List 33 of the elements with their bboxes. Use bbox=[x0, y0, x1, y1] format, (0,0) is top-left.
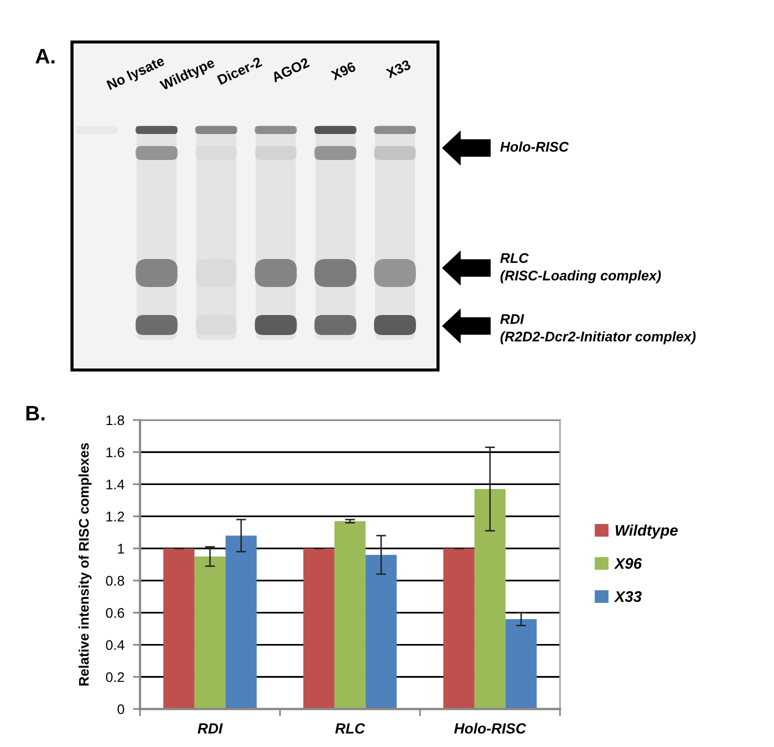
x-tick-label: Holo-RISC bbox=[454, 722, 526, 734]
bar bbox=[366, 554, 397, 709]
bar bbox=[443, 548, 474, 709]
y-tick-label: 0 bbox=[118, 704, 124, 714]
category-label: X96 bbox=[330, 61, 356, 81]
text: RDI (R2D2-Dcr2-Initiator complex) bbox=[500, 314, 696, 344]
bar bbox=[163, 548, 194, 709]
y-tick-label: 0.4 bbox=[106, 640, 124, 650]
bar bbox=[303, 548, 334, 709]
y-tick-label: 0.2 bbox=[106, 672, 124, 682]
y-axis-title: Relative intensity of RISC complexes bbox=[78, 443, 92, 686]
text: A. bbox=[36, 49, 54, 64]
y-tick-label: 1 bbox=[118, 544, 124, 554]
y-tick-label: 1.4 bbox=[106, 480, 124, 490]
y-tick-label: 1.8 bbox=[106, 415, 124, 426]
category-label: X33 bbox=[385, 59, 412, 79]
chart-title: B. bbox=[26, 406, 44, 420]
x-tick-label: RLC bbox=[335, 723, 366, 734]
legend-label: X33 bbox=[614, 591, 642, 602]
bar bbox=[334, 521, 366, 709]
y-tick-label: 0.6 bbox=[106, 608, 124, 618]
y-tick-label: 1.6 bbox=[106, 447, 124, 458]
bar bbox=[194, 556, 226, 709]
legend-label: X96 bbox=[614, 558, 642, 569]
y-tick-label: 1.2 bbox=[106, 512, 124, 522]
text: RLC (RISC-Loading complex) bbox=[500, 253, 661, 284]
x-tick-label: RDI bbox=[198, 723, 223, 734]
text: Holo-RISC bbox=[500, 142, 569, 152]
bar bbox=[226, 536, 257, 709]
legend-label: Wildtype bbox=[616, 524, 678, 539]
bar bbox=[506, 619, 537, 709]
bar bbox=[474, 489, 506, 709]
y-tick-label: 0.8 bbox=[106, 576, 124, 586]
